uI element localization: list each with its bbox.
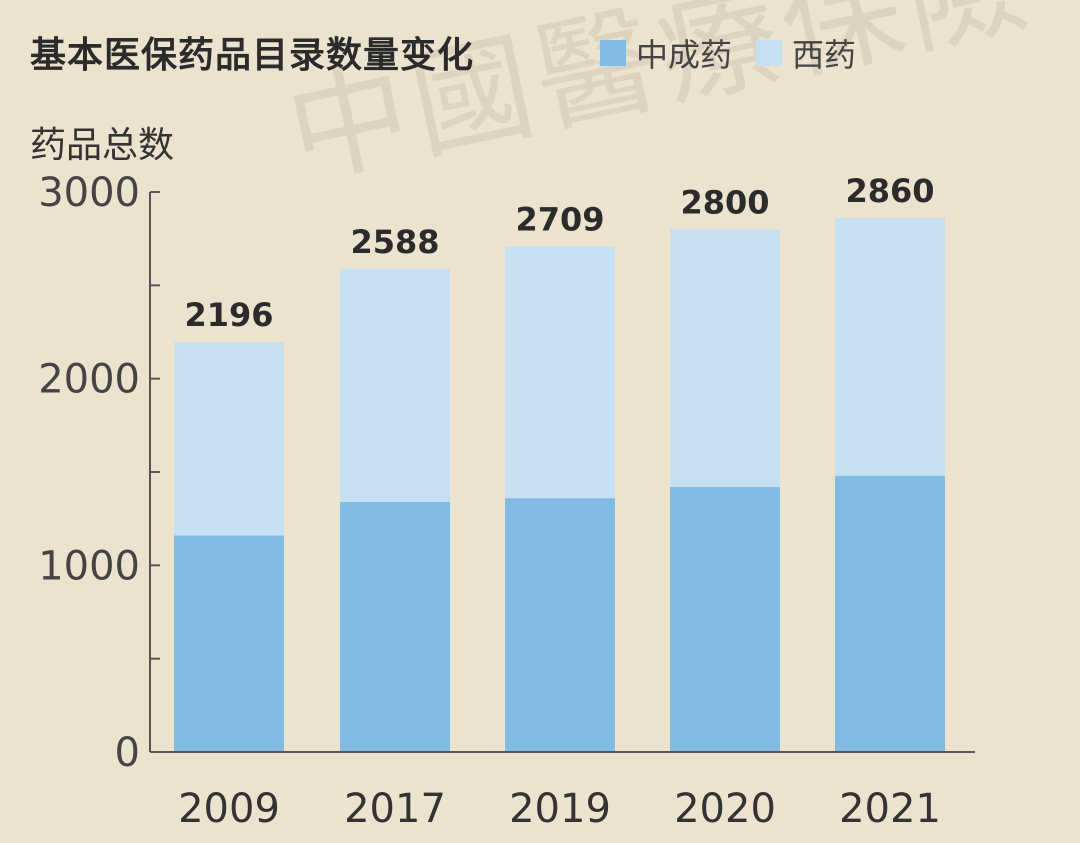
total-label-2009: 2196 [184,296,273,334]
bar-2021-tcm [835,475,945,752]
bar-2020-tcm [670,486,780,752]
total-label-2019: 2709 [515,200,604,238]
y-tick-label-1000: 1000 [38,543,140,589]
total-label-2021: 2860 [845,172,934,210]
bar-2020-western [670,229,780,487]
x-tick-label-2009: 2009 [178,786,280,832]
legend: 中成药 西药 [600,30,856,76]
chart-title: 基本医保药品目录数量变化 [30,35,475,76]
legend-label-tcm: 中成药 [636,36,733,74]
x-tick-label-2019: 2019 [509,786,611,832]
legend-swatch-western [756,40,783,66]
bar-2021-western [835,218,945,476]
y-tick-label-0: 0 [115,730,140,776]
legend-swatch-tcm [600,40,626,66]
bar-2019-western [505,246,615,499]
x-tick-label-2017: 2017 [344,786,446,832]
y-tick-label-3000: 3000 [38,170,140,216]
bar-2017-tcm [340,501,450,752]
y-tick-label-2000: 2000 [38,357,140,403]
total-label-2017: 2588 [350,223,439,261]
total-label-2020: 2800 [680,183,769,221]
y-axis-label: 药品总数 [30,125,175,166]
bar-2009-tcm [174,535,284,752]
bar-2019-tcm [505,498,615,752]
bar-2009-western [174,342,284,536]
x-tick-label-2020: 2020 [674,786,776,832]
legend-label-western: 西药 [792,36,857,74]
legend-item-tcm: 中成药 [600,30,732,76]
legend-item-western: 西药 [756,30,856,76]
bar-2017-western [340,268,450,502]
x-tick-label-2021: 2021 [839,786,941,832]
